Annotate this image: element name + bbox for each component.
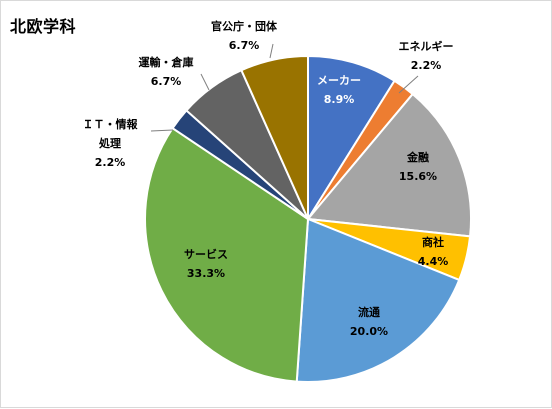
slice-label-2: エネルギー 2.2%	[399, 39, 454, 72]
slice-label-1: メーカー 8.9%	[317, 74, 361, 106]
slice-label-3: 金融 15.6%	[399, 150, 437, 183]
leader-line-8	[200, 73, 210, 91]
slice-label-6: サービス 33.3%	[184, 247, 228, 280]
leader-line-9	[269, 43, 274, 59]
pie-slice-6	[144, 126, 310, 383]
pie-slice-1	[307, 54, 396, 223]
pie-slice-5	[295, 217, 461, 383]
slice-label-7: ＩＴ・情報処理 2.2%	[83, 117, 139, 169]
leader-line-7	[150, 129, 174, 132]
slice-label-5: 流通 20.0%	[350, 305, 388, 338]
pie-slice-9	[240, 54, 309, 220]
slice-label-4: 商社 4.4%	[418, 235, 449, 268]
slice-label-8: 運輸・倉庫 6.7%	[139, 55, 194, 88]
pie-slice-3	[306, 92, 472, 238]
chart-title: 北欧学科	[10, 17, 77, 36]
leader-line-2	[398, 75, 419, 94]
slice-label-9: 官公庁・団体 6.7%	[211, 19, 278, 52]
